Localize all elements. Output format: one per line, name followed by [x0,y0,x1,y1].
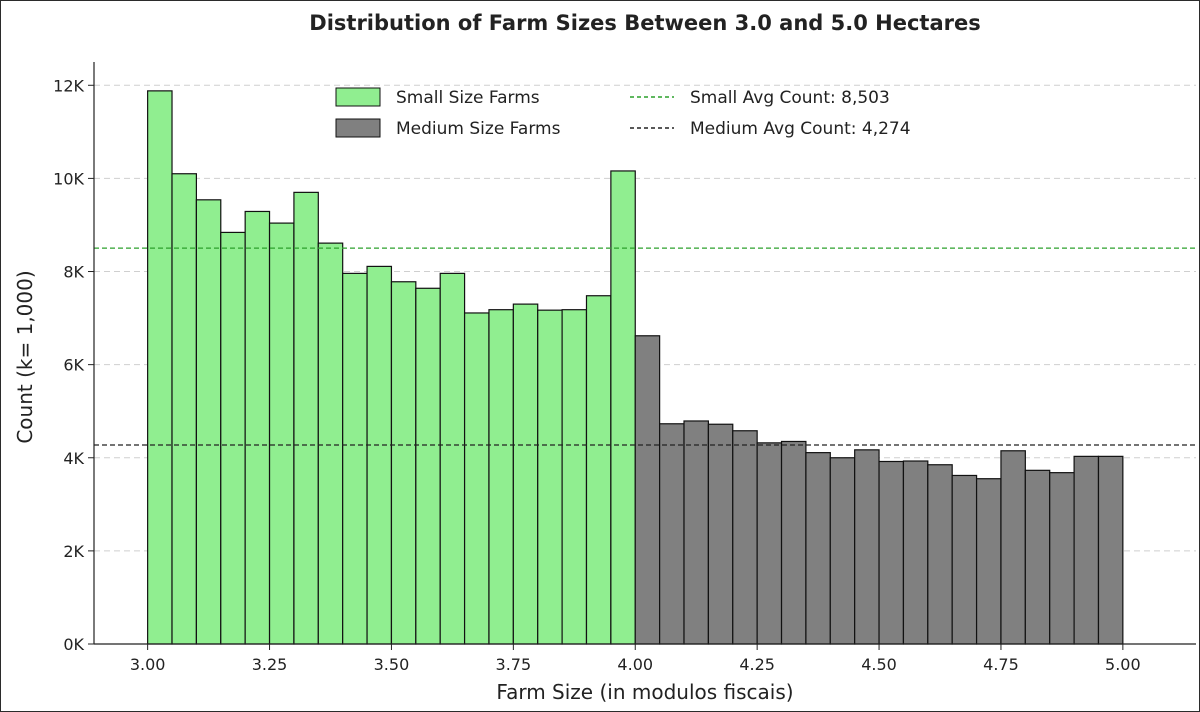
y-tick-label: 0K [63,635,84,654]
y-tick-label: 10K [53,169,84,188]
medium-farm-bar [1097,455,1124,645]
medium-farm-bar [634,335,661,645]
medium-farm-bar [732,430,758,645]
legend-medium-farms-label: Medium Size Farms [396,119,561,139]
legend-medium-avg-label: Medium Avg Count: 4,274 [690,119,911,139]
y-tick-label: 8K [63,263,84,282]
axes: 0K 2K 4K 6K 8K 10K 12K 3.00 3.25 3.50 3.75 4.00 4.25… [53,62,1196,674]
legend-small-farms-swatch [335,87,381,107]
x-tick-label: 4.25 [739,655,775,674]
small-farm-bar [439,272,466,645]
medium-farm-bar [927,464,953,645]
small-farm-bar [147,90,173,645]
small-farm-bar [317,242,344,645]
small-farm-bar [171,173,197,645]
x-tick-label: 4.75 [983,655,1019,674]
x-tick-label: 3.50 [374,655,410,674]
medium-farm-bar [1024,469,1051,645]
small-farm-bar [366,265,393,645]
x-axis-label: Farm Size (in modulos fiscais) [496,680,793,704]
x-tick-label: 4.50 [861,655,897,674]
small-farm-bar [585,295,612,645]
x-tick-label: 3.00 [130,655,166,674]
y-tick-label: 4K [63,449,84,468]
small-farm-bar [244,210,271,645]
medium-farm-bar [975,478,1002,645]
medium-farm-bar [1000,450,1026,645]
medium-farm-bar [805,452,831,645]
medium-farm-bar [756,442,783,645]
small-farm-bar [342,272,368,645]
y-tick-label: 6K [63,356,84,375]
small-farm-bar [220,231,246,645]
x-tick-label: 4.00 [617,655,653,674]
small-farm-bar [561,309,588,645]
y-tick-label: 12K [53,76,84,95]
small-farm-bar [512,303,539,645]
small-farm-bar [293,191,319,645]
small-farm-bar [463,312,490,645]
medium-farm-bar [683,420,709,645]
small-farm-bar [195,199,222,645]
medium-farm-bar [707,423,734,645]
small-farm-bar [488,309,514,645]
small-farm-bar [415,287,441,645]
legend-small-avg-label: Small Avg Count: 8,503 [690,88,890,108]
x-tick-label: 3.75 [496,655,532,674]
chart-title: Distribution of Farm Sizes Between 3.0 a… [309,11,980,35]
legend-small-farms-label: Small Size Farms [396,88,540,108]
small-farm-bar [268,222,295,645]
small-farm-bar [537,309,563,645]
medium-farm-bar [780,440,807,645]
legend: Small Size Farms Medium Size Farms Small A… [335,87,911,139]
x-tick-label: 3.25 [252,655,288,674]
y-tick-label: 2K [63,542,84,561]
medium-farm-bar [854,449,880,645]
medium-farm-bar [829,457,856,645]
x-tick-label: 5.00 [1105,655,1141,674]
medium-farm-bar [1049,472,1075,645]
medium-farm-bar [951,474,978,645]
medium-farm-bar [902,460,929,645]
y-axis-label: Count (k= 1,000) [13,270,37,443]
medium-farm-bar [1073,455,1100,645]
small-farm-bar [610,170,636,645]
medium-farm-bar [659,423,685,645]
legend-medium-farms-swatch [335,118,381,138]
bars [147,90,1124,645]
medium-farm-bar [878,460,905,645]
small-farm-bar [390,281,417,645]
